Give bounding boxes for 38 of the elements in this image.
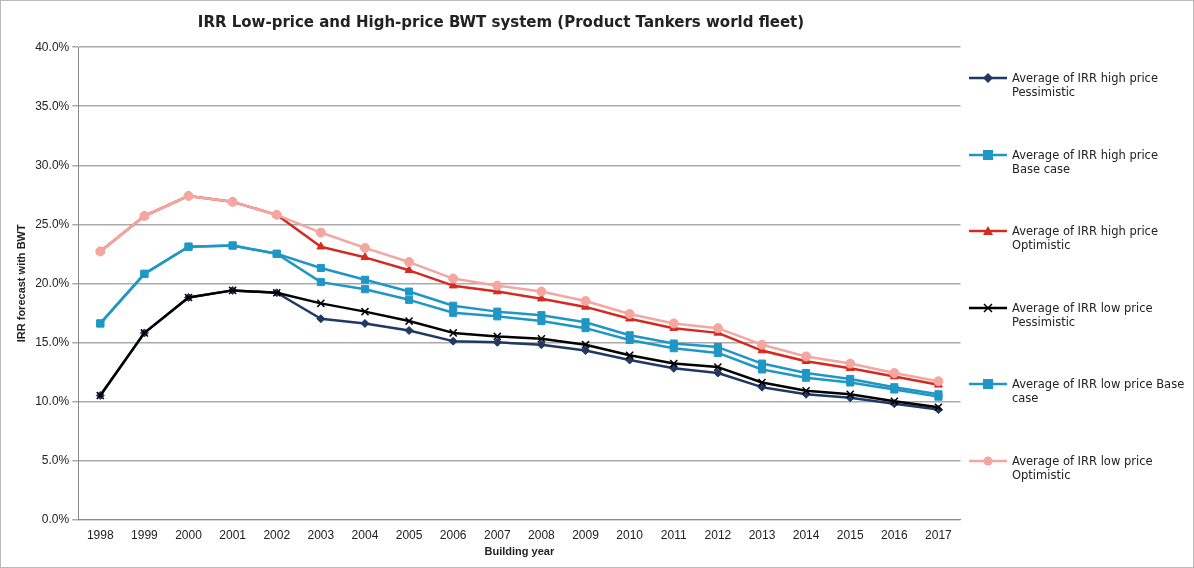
x-axis-title: Building year: [484, 545, 555, 558]
y-axis-title: IRR forecast with BWT: [14, 224, 27, 343]
x-tick-label: 2007: [483, 527, 511, 542]
y-tick-label: 10.0%: [35, 393, 70, 408]
x-tick-label: 2002: [263, 527, 291, 542]
legend-label: Average of IRR low price Pessimistic: [1012, 300, 1154, 329]
x-tick-label: 2001: [219, 527, 247, 542]
x-tick-label: 2013: [748, 527, 776, 542]
x-tick-label: 2012: [704, 527, 732, 542]
x-tick-label: 2016: [880, 527, 908, 542]
x-tick-label: 2014: [792, 527, 820, 542]
y-tick-label: 30.0%: [35, 157, 70, 172]
y-tick-label: 5.0%: [41, 452, 70, 467]
x-tick-label: 2011: [660, 527, 687, 542]
y-tick-label: 20.0%: [35, 275, 70, 290]
legend-label: Average of IRR high price Optimistic: [1012, 224, 1159, 252]
x-tick-label: 2017: [925, 527, 953, 542]
legend-label: Average of IRR low price Base case: [1012, 377, 1186, 405]
x-tick-label: 2000: [175, 527, 203, 542]
x-tick-label: 2010: [616, 527, 644, 542]
y-tick-label: 0.0%: [41, 511, 70, 526]
x-tick-label: 2009: [572, 527, 600, 542]
x-tick-label: 1998: [86, 527, 114, 542]
x-tick-label: 2008: [528, 527, 556, 542]
y-tick-label: 35.0%: [35, 98, 70, 113]
x-tick-label: 2005: [395, 527, 423, 542]
legend-label: Average of IRR high price Base case: [1012, 147, 1159, 176]
x-tick-label: 2003: [307, 527, 335, 542]
x-tick-label: 1999: [131, 527, 159, 542]
y-tick-label: 15.0%: [35, 334, 70, 349]
x-tick-label: 2004: [351, 527, 379, 542]
x-tick-label: 2006: [439, 527, 467, 542]
legend-label: Average of IRR high price Pessimistic: [1012, 71, 1159, 99]
y-tick-label: 25.0%: [35, 216, 70, 231]
legend-label: Average of IRR low price Optimistic: [1012, 453, 1154, 482]
x-tick-label: 2015: [836, 527, 864, 542]
y-tick-label: 40.0%: [35, 39, 70, 54]
chart-title: IRR Low-price and High-price BWT system (Product Tankers world fleet): [196, 13, 806, 31]
